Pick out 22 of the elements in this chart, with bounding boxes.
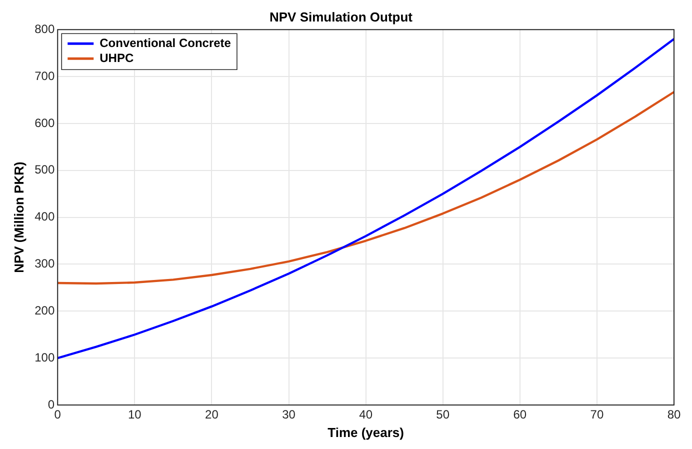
chart-title: NPV Simulation Output bbox=[270, 9, 414, 24]
x-tick-label: 60 bbox=[513, 408, 527, 422]
x-tick-label: 70 bbox=[590, 408, 604, 422]
y-tick-label: 500 bbox=[34, 162, 55, 177]
y-tick-label: 400 bbox=[34, 210, 55, 224]
y-tick-label: 100 bbox=[34, 350, 55, 364]
x-tick-label: 20 bbox=[205, 408, 219, 422]
legend-label: UHPC bbox=[100, 50, 134, 65]
x-tick-label: 10 bbox=[128, 408, 142, 422]
x-axis-title: Time (years) bbox=[328, 424, 404, 440]
legend-label: Conventional Concrete bbox=[100, 36, 232, 50]
y-tick-label: 300 bbox=[34, 256, 55, 271]
y-tick-label: 0 bbox=[48, 397, 55, 412]
x-tick-label: 40 bbox=[359, 408, 373, 422]
y-tick-label: 700 bbox=[34, 68, 55, 83]
y-tick-label: 200 bbox=[34, 303, 55, 318]
x-tick-label: 80 bbox=[667, 408, 681, 422]
y-tick-label: 800 bbox=[34, 22, 55, 36]
y-tick-label: 600 bbox=[34, 116, 55, 130]
x-tick-label: 30 bbox=[282, 408, 296, 422]
y-axis-title: NPV (Million PKR) bbox=[11, 162, 26, 273]
x-tick-label: 50 bbox=[436, 408, 450, 422]
